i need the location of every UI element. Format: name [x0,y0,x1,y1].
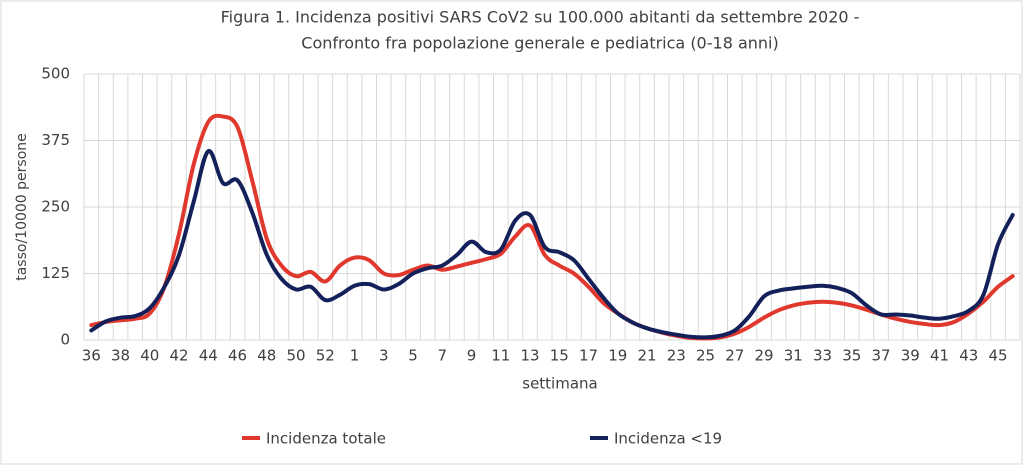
y-axis-label: tasso/10000 persone [14,133,30,281]
x-axis-label: settimana [522,375,597,393]
x-tick-label: 5 [408,347,418,365]
x-tick-label: 15 [550,347,569,365]
x-tick-label: 29 [755,347,774,365]
x-tick-label: 36 [82,347,101,365]
x-tick-label: 31 [784,347,803,365]
x-tick-label: 19 [608,347,627,365]
x-tick-label: 21 [638,347,657,365]
x-tick-label: 1 [350,347,360,365]
chart-title: Figura 1. Incidenza positivi SARS CoV2 s… [221,8,860,27]
x-tick-label: 17 [579,347,598,365]
x-tick-label: 42 [170,347,189,365]
y-tick-label: 125 [41,264,70,282]
x-tick-label: 3 [379,347,389,365]
series-line [89,149,1015,340]
x-tick-label: 27 [725,347,744,365]
x-tick-label: 23 [667,347,686,365]
x-tick-label: 9 [467,347,477,365]
y-tick-label: 250 [41,198,70,216]
chart-title: Confronto fra popolazione generale e ped… [301,34,778,53]
x-tick-label: 43 [959,347,978,365]
x-tick-label: 45 [989,347,1008,365]
x-tick-label: 25 [696,347,715,365]
x-tick-label: 37 [872,347,891,365]
legend-label: Incidenza <19 [614,430,722,448]
x-tick-label: 35 [842,347,861,365]
x-tick-label: 11 [491,347,510,365]
series-line [89,113,1015,341]
x-tick-label: 50 [287,347,306,365]
x-tick-label: 40 [140,347,159,365]
y-tick-label: 500 [41,65,70,83]
x-tick-label: 41 [930,347,949,365]
x-tick-label: 13 [521,347,540,365]
legend-label: Incidenza totale [266,430,386,448]
x-tick-label: 39 [901,347,920,365]
y-tick-label: 0 [60,331,70,349]
x-tick-label: 7 [438,347,448,365]
x-tick-label: 44 [199,347,218,365]
x-tick-label: 46 [228,347,247,365]
x-tick-label: 33 [813,347,832,365]
x-tick-label: 52 [316,347,335,365]
x-tick-label: 38 [111,347,130,365]
x-tick-label: 48 [257,347,276,365]
y-tick-label: 375 [41,131,70,149]
